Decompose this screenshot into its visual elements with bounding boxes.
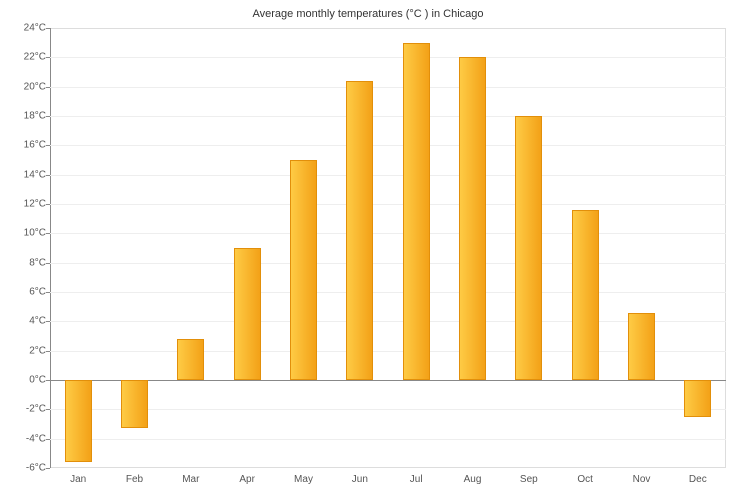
x-axis-label: Oct: [577, 474, 593, 485]
y-axis-label: 12°C: [6, 199, 46, 210]
grid-line: [50, 87, 726, 88]
y-tick: [46, 87, 50, 88]
grid-line: [50, 351, 726, 352]
x-axis-label: Mar: [182, 474, 199, 485]
y-tick: [46, 116, 50, 117]
grid-line: [50, 57, 726, 58]
bar-aug: [459, 57, 486, 380]
chart-title: Average monthly temperatures (°C ) in Ch…: [0, 8, 736, 20]
grid-line: [50, 145, 726, 146]
bar-jul: [403, 43, 430, 380]
y-tick: [46, 321, 50, 322]
x-axis-label: Feb: [126, 474, 143, 485]
grid-line: [50, 439, 726, 440]
bar-feb: [121, 380, 148, 428]
y-tick: [46, 351, 50, 352]
plot-area: [50, 28, 726, 468]
x-axis-label: May: [294, 474, 313, 485]
y-axis-label: 16°C: [6, 140, 46, 151]
bar-dec: [684, 380, 711, 417]
grid-line: [50, 233, 726, 234]
y-tick: [46, 292, 50, 293]
y-axis-label: -4°C: [6, 433, 46, 444]
bar-sep: [515, 116, 542, 380]
x-axis-label: Sep: [520, 474, 538, 485]
y-axis-label: -6°C: [6, 463, 46, 474]
y-tick: [46, 380, 50, 381]
y-axis-label: 0°C: [6, 375, 46, 386]
zero-line: [50, 380, 726, 381]
y-tick: [46, 28, 50, 29]
y-axis-label: 4°C: [6, 316, 46, 327]
bar-mar: [177, 339, 204, 380]
grid-line: [50, 204, 726, 205]
bar-apr: [234, 248, 261, 380]
x-axis-label: Apr: [239, 474, 255, 485]
y-axis-label: 6°C: [6, 287, 46, 298]
x-axis-label: Nov: [633, 474, 651, 485]
y-axis-label: 10°C: [6, 228, 46, 239]
y-axis-label: 24°C: [6, 23, 46, 34]
y-axis: [50, 28, 51, 468]
y-axis-label: 22°C: [6, 52, 46, 63]
y-tick: [46, 468, 50, 469]
x-axis-label: Jul: [410, 474, 423, 485]
x-axis-label: Dec: [689, 474, 707, 485]
y-tick: [46, 204, 50, 205]
grid-line: [50, 175, 726, 176]
grid-line: [50, 263, 726, 264]
bar-jun: [346, 81, 373, 380]
y-tick: [46, 57, 50, 58]
x-axis-label: Jan: [70, 474, 86, 485]
bar-jan: [65, 380, 92, 462]
y-tick: [46, 233, 50, 234]
bar-nov: [628, 313, 655, 380]
y-tick: [46, 263, 50, 264]
y-tick: [46, 145, 50, 146]
grid-line: [50, 116, 726, 117]
x-axis-label: Jun: [352, 474, 368, 485]
y-tick: [46, 175, 50, 176]
bar-oct: [572, 210, 599, 380]
grid-line: [50, 292, 726, 293]
y-axis-label: 18°C: [6, 111, 46, 122]
y-tick: [46, 409, 50, 410]
y-tick: [46, 439, 50, 440]
y-axis-label: 8°C: [6, 257, 46, 268]
y-axis-label: -2°C: [6, 404, 46, 415]
y-axis-label: 2°C: [6, 345, 46, 356]
x-axis-label: Aug: [464, 474, 482, 485]
temperature-chart: Average monthly temperatures (°C ) in Ch…: [0, 0, 736, 500]
grid-line: [50, 409, 726, 410]
grid-line: [50, 321, 726, 322]
bar-may: [290, 160, 317, 380]
y-axis-label: 14°C: [6, 169, 46, 180]
y-axis-label: 20°C: [6, 81, 46, 92]
